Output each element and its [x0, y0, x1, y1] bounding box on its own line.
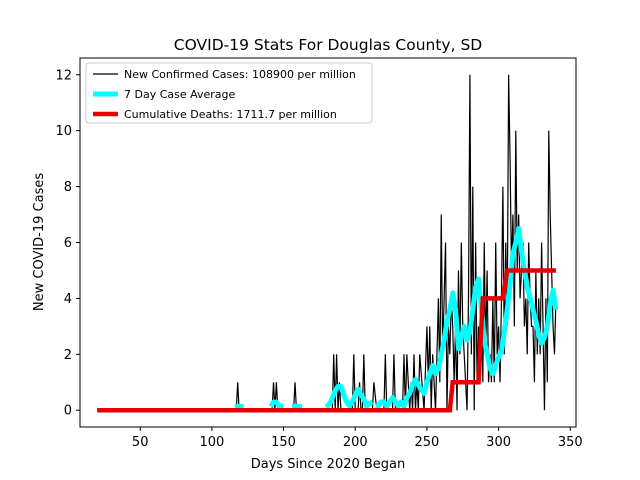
y-tick-label: 0 — [64, 404, 72, 419]
y-axis-title: New COVID-19 Cases — [32, 173, 47, 311]
legend-label: 7 Day Case Average — [124, 88, 236, 101]
series-deaths-line — [97, 268, 556, 413]
x-tick-label: 200 — [343, 435, 368, 450]
x-tick-label: 300 — [486, 435, 511, 450]
chart-title: COVID-19 Stats For Douglas County, SD — [174, 36, 483, 54]
legend-box — [85, 62, 373, 124]
x-tick-label: 350 — [558, 435, 583, 450]
series-avg-line-segment-1 — [268, 399, 284, 409]
y-tick-label: 10 — [55, 124, 72, 139]
plot-area — [97, 74, 559, 413]
x-tick-label: 50 — [132, 435, 149, 450]
y-tick-label: 12 — [55, 68, 72, 83]
series-avg-line-segment-4 — [375, 226, 559, 409]
legend-label: New Confirmed Cases: 108900 per million — [124, 68, 356, 81]
x-tick-label: 100 — [199, 435, 224, 450]
y-tick-label: 2 — [64, 348, 72, 363]
y-tick-label: 4 — [64, 292, 72, 307]
x-tick-label: 150 — [271, 435, 296, 450]
x-tick-label: 250 — [414, 435, 439, 450]
y-tick-label: 8 — [64, 180, 72, 195]
legend-label: Cumulative Deaths: 1711.7 per million — [124, 108, 337, 121]
x-axis-title: Days Since 2020 Began — [251, 457, 406, 472]
series-avg-line-segment-3 — [324, 383, 374, 409]
y-tick-label: 6 — [64, 236, 72, 251]
legend: New Confirmed Cases: 108900 per million 7… — [85, 62, 373, 124]
axis-ticks: 50 100 150 200 250 300 350 0 2 4 6 8 10 12 — [55, 68, 582, 450]
